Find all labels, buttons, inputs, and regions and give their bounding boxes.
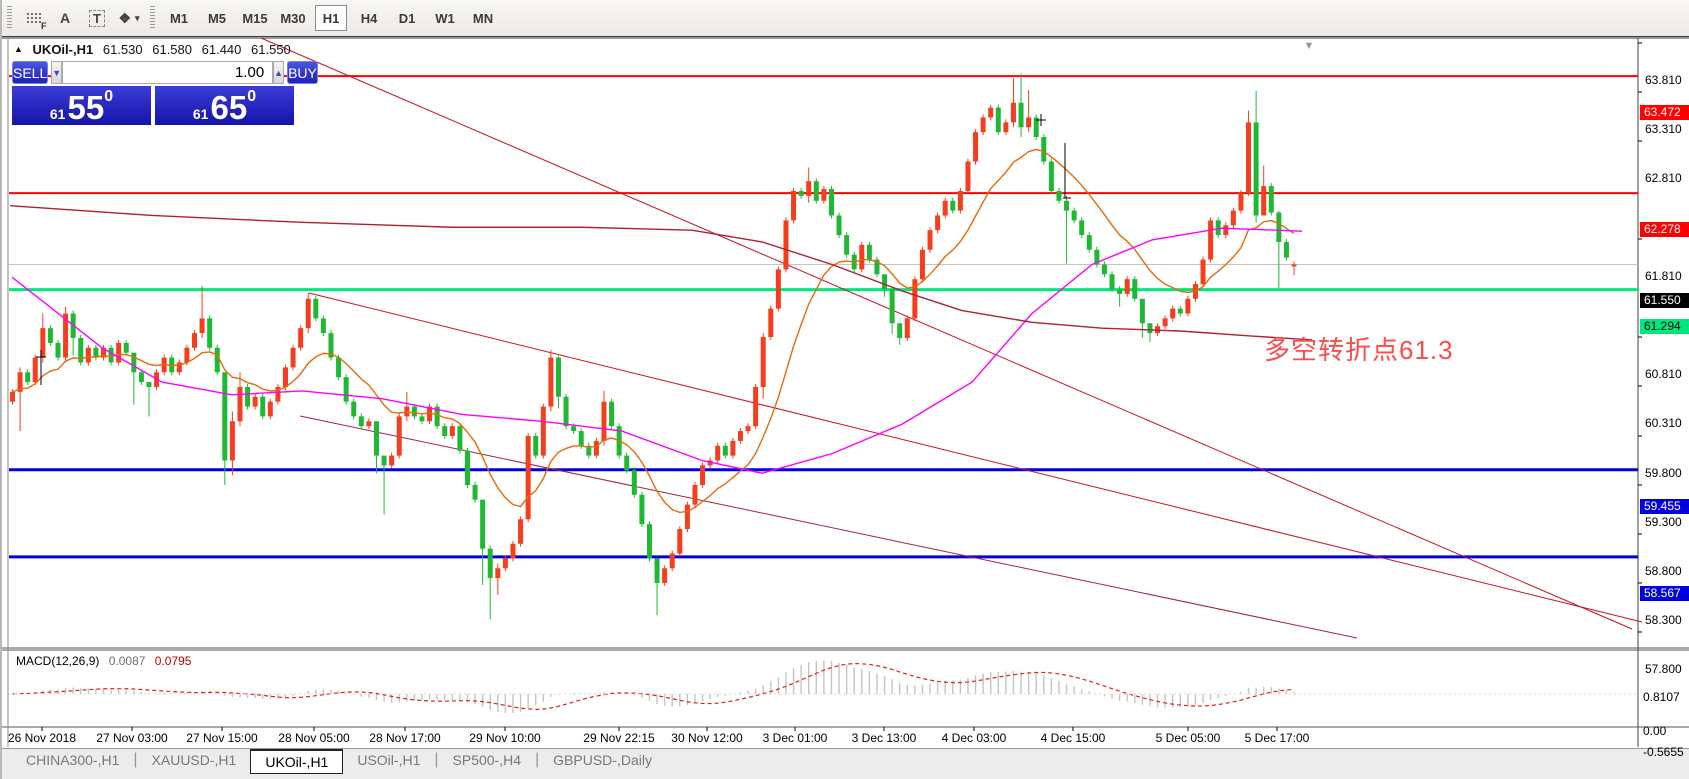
price-label-61.550: 61.550 — [1640, 293, 1689, 309]
ma-medium-magenta — [11, 227, 1303, 474]
time-label: 3 Dec 13:00 — [851, 731, 917, 745]
time-label: 29 Nov 10:00 — [469, 731, 541, 745]
top-toolbar: F A T ❖ ▾ M1 M5 M15 M30 H1 H4 D1 W1 MN — [2, 0, 1689, 37]
timeframe-bar: M1 M5 M15 M30 H1 H4 D1 W1 MN — [160, 5, 502, 31]
toolbar-grip-2[interactable] — [150, 6, 155, 30]
timeframe-button-M5[interactable]: M5 — [207, 10, 227, 26]
tab-separator: | — [535, 751, 540, 768]
chart-title: ▲ UKOil-,H1 61.530 61.580 61.440 61.550 — [14, 42, 297, 57]
time-label: 27 Nov 03:00 — [96, 731, 168, 745]
candlestick-series — [10, 73, 1297, 620]
sell-button[interactable]: SELL — [12, 61, 49, 84]
time-label: 29 Nov 22:15 — [583, 731, 655, 745]
price-tick-60.310: 60.310 — [1645, 416, 1682, 430]
chart-canvas[interactable]: ▼ — [2, 37, 1689, 779]
timeframe-button-M30[interactable]: M30 — [280, 10, 306, 26]
macd-tick-0.00: 0.00 — [1643, 724, 1667, 738]
price-tick-58.300: 58.300 — [1645, 612, 1682, 627]
price-label-58.567: 58.567 — [1640, 585, 1689, 601]
ask-price-box[interactable]: 61 65 0 — [155, 86, 294, 125]
price-tick-63.810: 63.810 — [1645, 73, 1682, 87]
chart-tab-gbpusd-daily[interactable]: GBPUSD-,Daily — [553, 752, 652, 768]
shapes-icon[interactable]: ❖ ▾ — [118, 9, 140, 26]
macd-signal-value: 0.0795 — [154, 654, 192, 668]
price-tick-61.810: 61.810 — [1645, 269, 1682, 283]
time-label: 30 Nov 12:00 — [671, 731, 743, 745]
chart-tab-sp500-h4[interactable]: SP500-,H4 — [452, 752, 521, 768]
macd-value: 0.0087 — [108, 654, 146, 668]
price-tick-59.300: 59.300 — [1645, 514, 1682, 529]
chart-tab-ukoil-h1[interactable]: UKOil-,H1 — [250, 749, 344, 774]
timeframe-button-M1[interactable]: M1 — [169, 10, 189, 26]
price-tick-59.800: 59.800 — [1645, 465, 1682, 480]
timeframe-button-W1[interactable]: W1 — [435, 10, 455, 26]
volume-decrease-button[interactable]: ▼ — [51, 61, 63, 84]
ohlc-high: 61.580 — [152, 42, 192, 57]
timeframe-button-D1[interactable]: D1 — [398, 10, 416, 26]
timeframe-button-H4[interactable]: H4 — [360, 10, 378, 26]
symbol-name: UKOil-,H1 — [32, 42, 94, 57]
chart-annotation-text: 多空转折点61.3 — [1264, 335, 1454, 365]
downtrend-shallow[interactable] — [308, 292, 1643, 623]
price-grid-icon[interactable]: F — [19, 4, 47, 32]
chart-tab-bar: CHINA300-,H1 | XAUUSD-,H1 UKOil-,H1 USOil-,H… — [2, 748, 1689, 779]
chart-shift-marker[interactable]: ▼ — [1304, 40, 1315, 52]
price-label-59.455: 59.455 — [1640, 498, 1689, 514]
chart-tab-china300-h1[interactable]: CHINA300-,H1 — [26, 752, 120, 768]
macd-histogram — [19, 660, 1295, 714]
time-label: 27 Nov 15:00 — [186, 731, 258, 745]
price-tick-58.800: 58.800 — [1645, 563, 1682, 578]
ohlc-close: 61.550 — [251, 42, 291, 57]
price-tick-62.810: 62.810 — [1645, 171, 1682, 185]
time-label: 3 Dec 01:00 — [762, 731, 828, 745]
macd-signal-line — [12, 663, 1295, 710]
volume-increase-button[interactable]: ▲ — [273, 61, 285, 84]
time-label: 28 Nov 05:00 — [278, 731, 350, 745]
time-label: 26 Nov 2018 — [7, 731, 77, 745]
ohlc-low: 61.440 — [201, 42, 242, 57]
price-tick-63.310: 63.310 — [1645, 122, 1682, 136]
price-label-62.278: 62.278 — [1640, 222, 1689, 238]
time-label: 5 Dec 05:00 — [1155, 731, 1221, 745]
macd-tick-0.8107: 0.8107 — [1643, 690, 1680, 704]
downtrend-steep[interactable] — [260, 37, 1633, 630]
time-label: 5 Dec 17:00 — [1244, 731, 1310, 745]
chevron-down-icon: ▾ — [134, 12, 140, 23]
buy-button[interactable]: BUY — [287, 61, 318, 84]
bid-price-box[interactable]: 61 55 0 — [12, 86, 151, 125]
price-tick-60.810: 60.810 — [1645, 367, 1682, 381]
volume-input[interactable] — [62, 61, 274, 84]
time-label: 4 Dec 15:00 — [1040, 731, 1106, 745]
timeframe-button-H1[interactable]: H1 — [315, 5, 347, 31]
chart-window[interactable]: ▼ ▲ UKOil-,H1 61.530 61.580 61.440 61.55… — [2, 37, 1689, 759]
symbol-collapse-icon[interactable]: ▲ — [14, 44, 23, 54]
text-tool-icon[interactable]: T — [83, 4, 111, 32]
ma-fast-orange — [12, 148, 1295, 514]
time-label: 28 Nov 17:00 — [369, 731, 441, 745]
time-label: 4 Dec 03:00 — [941, 731, 1007, 745]
price-label-61.294: 61.294 — [1640, 318, 1689, 334]
timeframe-button-M15[interactable]: M15 — [242, 10, 268, 26]
chart-tab-xauusd-h1[interactable]: XAUUSD-,H1 — [151, 752, 237, 768]
price-label-63.472: 63.472 — [1640, 105, 1689, 121]
channel-lower[interactable] — [299, 415, 1358, 639]
tab-separator: | — [434, 751, 439, 768]
tab-separator: | — [133, 751, 138, 768]
text-label-icon[interactable]: A — [59, 10, 71, 26]
ma-slow-crimson — [9, 204, 1313, 341]
ohlc-open: 61.530 — [102, 42, 143, 57]
toolbar-grip[interactable] — [7, 6, 12, 30]
chart-tab-usoil-h1[interactable]: USOil-,H1 — [357, 752, 421, 768]
macd-tick--0.5655: -0.5655 — [1643, 745, 1684, 759]
timeframe-button-MN[interactable]: MN — [472, 10, 494, 26]
price-tick-57.800: 57.800 — [1645, 661, 1682, 676]
macd-indicator-label: MACD(12,26,9) 0.0087 0.0795 — [16, 654, 192, 668]
